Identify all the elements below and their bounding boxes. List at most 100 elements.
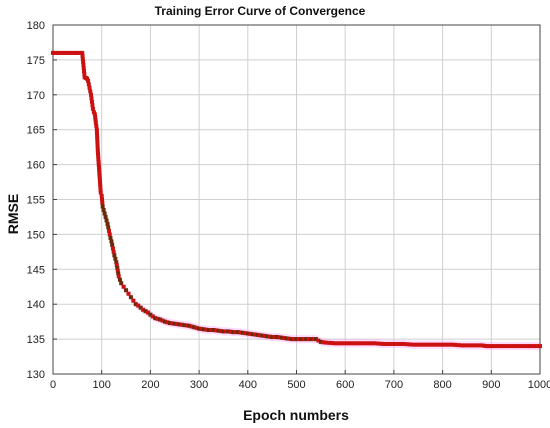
- data-point-marker: [148, 312, 153, 317]
- data-point-marker: [98, 182, 103, 187]
- data-point-marker: [401, 341, 406, 346]
- data-point-marker: [102, 211, 107, 216]
- data-point-marker: [110, 242, 115, 247]
- data-point-marker: [115, 268, 120, 273]
- data-point-marker: [184, 323, 189, 328]
- x-tick-label: 400: [239, 379, 257, 391]
- data-point-marker: [109, 239, 114, 244]
- data-point-marker: [515, 344, 520, 349]
- data-point-marker: [93, 117, 98, 122]
- data-point-marker: [96, 154, 101, 159]
- x-tick-label: 900: [482, 379, 500, 391]
- data-point-marker: [463, 343, 468, 348]
- data-point-marker: [97, 176, 102, 181]
- data-point-marker: [167, 321, 172, 326]
- data-point-marker: [93, 115, 98, 120]
- data-point-marker: [437, 342, 442, 347]
- data-point-marker: [128, 295, 133, 300]
- data-point-marker: [85, 76, 90, 81]
- data-point-marker: [531, 344, 536, 349]
- data-point-marker: [80, 53, 85, 58]
- data-point-marker: [481, 343, 486, 348]
- data-point-marker: [114, 260, 119, 265]
- y-axis-title: RMSE: [5, 194, 21, 234]
- data-point-marker: [141, 307, 146, 312]
- data-point-marker: [94, 130, 99, 135]
- data-point-marker: [469, 343, 474, 348]
- data-point-marker: [231, 330, 236, 335]
- data-point-marker: [391, 341, 396, 346]
- data-point-marker: [160, 318, 165, 323]
- data-point-marker: [95, 145, 100, 150]
- data-point-marker: [119, 281, 124, 286]
- data-point-marker: [311, 337, 316, 342]
- data-point-marker: [105, 221, 110, 226]
- data-point-marker: [101, 207, 106, 212]
- data-point-marker: [240, 330, 245, 335]
- data-point-marker: [260, 333, 265, 338]
- y-tick-label: 135: [27, 334, 45, 346]
- data-point-marker: [440, 342, 445, 347]
- data-point-marker: [131, 298, 136, 303]
- data-point-marker: [70, 50, 75, 55]
- data-point-marker: [352, 341, 357, 346]
- data-point-marker: [321, 340, 326, 345]
- data-point-marker: [318, 339, 323, 344]
- x-tick-label: 0: [50, 379, 56, 391]
- data-point-marker: [382, 341, 387, 346]
- y-tick-label: 170: [27, 90, 45, 102]
- data-point-marker: [221, 329, 226, 334]
- data-point-marker: [87, 85, 92, 90]
- data-point-marker: [255, 332, 260, 337]
- data-point-marker: [424, 342, 429, 347]
- data-point-marker: [100, 200, 105, 205]
- data-point-marker: [430, 342, 435, 347]
- data-point-marker: [525, 344, 530, 349]
- data-point-marker: [96, 159, 101, 164]
- data-point-marker: [68, 50, 73, 55]
- data-point-marker: [51, 50, 55, 55]
- data-point-marker: [284, 336, 289, 341]
- y-tick-label: 180: [27, 20, 45, 32]
- x-tick-label: 300: [190, 379, 208, 391]
- data-point-marker: [81, 63, 86, 68]
- data-point-marker: [177, 322, 182, 327]
- data-point-marker: [98, 187, 103, 192]
- data-point-marker: [97, 170, 102, 175]
- data-point-marker: [492, 344, 497, 349]
- data-point-marker: [356, 341, 361, 346]
- data-point-marker: [518, 344, 523, 349]
- data-point-marker: [77, 50, 82, 55]
- data-point-marker: [502, 344, 507, 349]
- data-point-marker: [253, 332, 258, 337]
- data-point-marker: [228, 329, 233, 334]
- data-point-marker: [93, 120, 98, 125]
- data-point-marker: [398, 341, 403, 346]
- data-point-marker: [359, 341, 364, 346]
- y-tick-label: 155: [27, 195, 45, 207]
- data-point-marker: [136, 303, 141, 308]
- data-point-marker: [94, 124, 99, 129]
- data-point-marker: [108, 235, 113, 240]
- data-point-marker: [417, 342, 422, 347]
- data-point-marker: [96, 162, 101, 167]
- y-tick-label: 165: [27, 125, 45, 137]
- data-point-marker: [313, 337, 318, 342]
- data-point-marker: [107, 228, 112, 233]
- data-point-marker: [309, 337, 314, 342]
- data-point-marker: [95, 151, 100, 156]
- data-point-marker: [282, 336, 287, 341]
- data-point-marker: [306, 337, 311, 342]
- data-point-marker: [272, 335, 277, 340]
- data-point-marker: [349, 341, 354, 346]
- data-point-marker: [453, 342, 458, 347]
- data-point-marker: [316, 338, 321, 343]
- data-point-marker: [98, 190, 103, 195]
- grid-layer: [52, 24, 541, 375]
- data-point-marker: [82, 72, 87, 77]
- data-point-marker: [223, 329, 228, 334]
- data-point-marker: [479, 343, 484, 348]
- data-point-marker: [294, 337, 299, 342]
- x-tick-label: 200: [141, 379, 159, 391]
